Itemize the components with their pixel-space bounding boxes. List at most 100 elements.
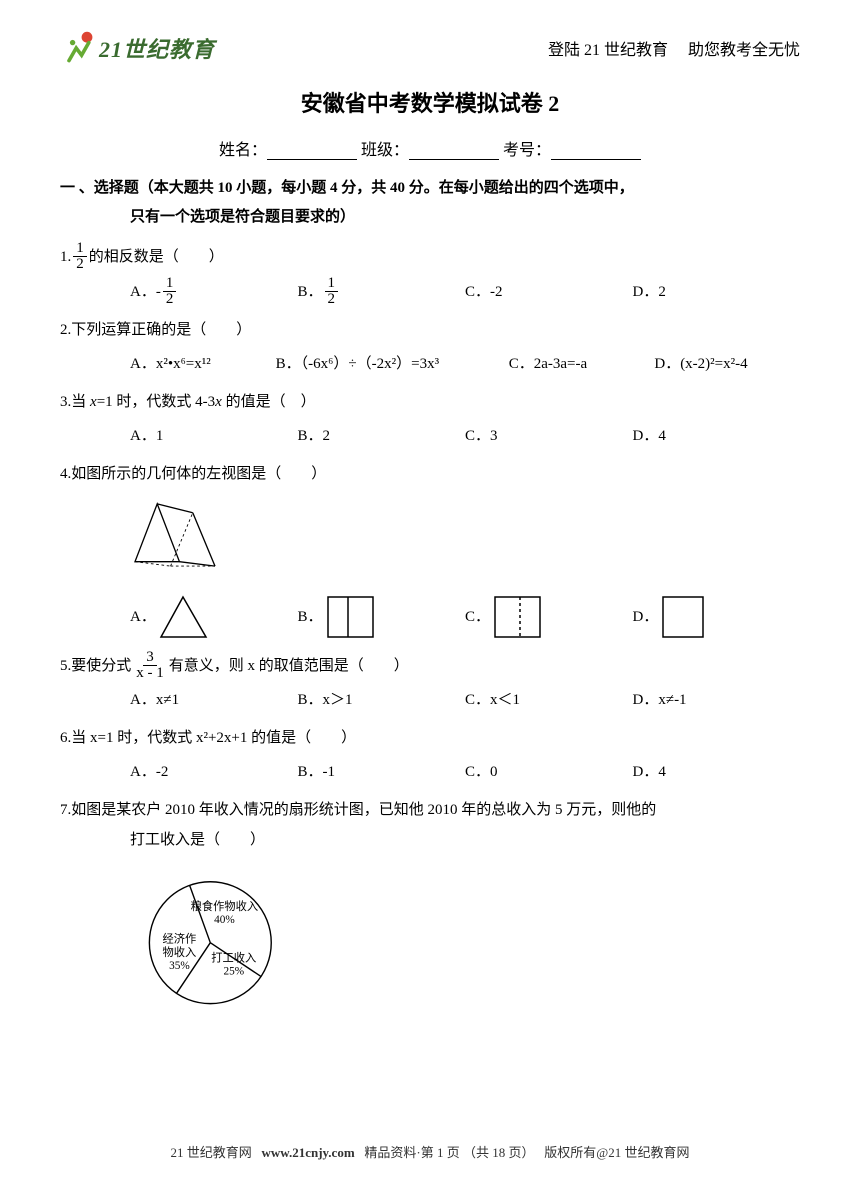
q4-opt-c[interactable]: C． [465,592,633,642]
q2-c-label: C．2a-3a=-a [509,349,587,379]
q2-b-label: B．（-6x⁶）÷（-2x²）=3x³ [276,349,439,379]
q1-opt-d[interactable]: D．2 [633,276,801,307]
q6-opt-b[interactable]: B．-1 [298,757,466,787]
prism-icon [130,495,220,575]
class-label: 班级： [361,142,409,159]
q5-pre: 5.要使分式 [60,651,131,681]
footer-mid: 精品资料·第 1 页 （共 18 页） [364,1145,534,1160]
q1-b-label: B． [298,277,323,307]
q3-d-label: D．4 [633,421,666,451]
q1-a-frac: 1 2 [163,276,177,307]
q6-opt-a[interactable]: A．-2 [130,757,298,787]
footer-left: 21 世纪教育网 [170,1145,251,1160]
q2-opt-d[interactable]: D．(x-2)²=x²-4 [654,349,800,379]
page-footer: 21 世纪教育网 www.21cnjy.com 精品资料·第 1 页 （共 18… [0,1142,860,1161]
section-1-sub: 只有一个选项是符合题目要求的） [60,203,800,232]
q3-opt-a[interactable]: A．1 [130,421,298,451]
q7-text: 7.如图是某农户 2010 年收入情况的扇形统计图，已知他 2010 年的总收入… [60,795,800,825]
footer-right: 版权所有@21 世纪教育网 [544,1145,689,1160]
q6-text: 6.当 x=1 时，代数式 x²+2x+1 的值是（ ） [60,723,800,753]
q1-opt-a[interactable]: A．- 1 2 [130,276,298,307]
q6-a-label: A．-2 [130,757,168,787]
q1-a-num: 1 [163,276,177,292]
pie-pct-1: 40% [214,914,235,926]
q1-opt-b[interactable]: B． 1 2 [298,276,466,307]
q1-options: A．- 1 2 B． 1 2 C．-2 D．2 [60,276,800,307]
q5-text: 5.要使分式 3 x - 1 有意义，则 x 的取值范围是（ ） [60,650,800,681]
q1-frac-num: 1 [73,241,87,257]
q2-opt-a[interactable]: A．x²•x⁶=x¹² [130,349,276,379]
q3-opt-b[interactable]: B．2 [298,421,466,451]
q3-b-label: B．2 [298,421,331,451]
q1-text: 1. 1 2 的相反数是（ ） [60,241,800,272]
q5-frac-den: x - 1 [133,666,167,681]
question-3: 3.当 x=1 时，代数式 4-3x 的值是（ ） A．1 B．2 C．3 D．… [60,387,800,451]
name-label: 姓名： [219,142,267,159]
q3-opt-d[interactable]: D．4 [633,421,801,451]
q6-b-label: B．-1 [298,757,336,787]
q5-opt-d[interactable]: D．x≠-1 [633,685,801,715]
q5-opt-a[interactable]: A．x≠1 [130,685,298,715]
logo: 21世纪教育 [60,30,215,66]
page-header: 21世纪教育 登陆 21 世纪教育 助您教考全无忧 [60,30,800,66]
q2-d-label: D．(x-2)²=x²-4 [654,349,747,379]
logo-icon [60,30,96,66]
q6-c-label: C．0 [465,757,498,787]
triangle-icon [156,592,211,642]
q1-d-label: D．2 [633,277,666,307]
q6-opt-c[interactable]: C．0 [465,757,633,787]
q1-b-frac: 1 2 [325,276,339,307]
q3-mid: =1 时，代数式 4-3 [97,394,215,410]
q7-sub: 打工收入是（ ） [60,825,800,855]
q2-options: A．x²•x⁶=x¹² B．（-6x⁶）÷（-2x²）=3x³ C．2a-3a=… [60,349,800,379]
q1-b-num: 1 [325,276,339,292]
q5-frac: 3 x - 1 [133,650,167,681]
q3-a-label: A．1 [130,421,163,451]
q3-options: A．1 B．2 C．3 D．4 [60,421,800,451]
q3-c-label: C．3 [465,421,498,451]
q5-opt-c[interactable]: C．x＜1 [465,685,633,715]
rect-split-solid-icon [323,592,378,642]
q6-opt-d[interactable]: D．4 [633,757,801,787]
logo-text: 21世纪教育 [99,32,215,64]
q1-frac: 1 2 [73,241,87,272]
q1-post: 的相反数是（ ） [89,242,224,272]
q4-a-label: A． [130,602,156,632]
q3-opt-c[interactable]: C．3 [465,421,633,451]
question-5: 5.要使分式 3 x - 1 有意义，则 x 的取值范围是（ ） A．x≠1 B… [60,650,800,715]
q4-opt-a[interactable]: A． [130,592,298,642]
id-label: 考号： [503,142,551,159]
q3-post: 的值是（ ） [222,394,316,410]
q4-opt-b[interactable]: B． [298,592,466,642]
q5-post: 有意义，则 x 的取值范围是（ ） [169,651,409,681]
q2-opt-c[interactable]: C．2a-3a=-a [509,349,655,379]
q4-opt-d[interactable]: D． [633,592,801,642]
q2-opt-b[interactable]: B．（-6x⁶）÷（-2x²）=3x³ [276,349,509,379]
q4-options: A． B． C． D． [60,592,800,642]
q3-pre: 3.当 [60,394,90,410]
q6-d-label: D．4 [633,757,666,787]
header-right-1: 登陆 21 世纪教育 [548,42,668,59]
q4-c-label: C． [465,602,490,632]
q1-opt-c[interactable]: C．-2 [465,276,633,307]
rect-icon [658,592,708,642]
q2-text: 2.下列运算正确的是（ ） [60,315,800,345]
pie-chart-icon: 粮食作物收入 40% 打工收入 25% 经济作 物收入 35% [130,863,300,1013]
q5-b-label: B．x＞1 [298,685,353,715]
q5-c-label: C．x＜1 [465,685,520,715]
q7-pie-figure: 粮食作物收入 40% 打工收入 25% 经济作 物收入 35% [60,863,800,1024]
q5-d-label: D．x≠-1 [633,685,687,715]
q5-frac-num: 3 [143,650,157,666]
question-7: 7.如图是某农户 2010 年收入情况的扇形统计图，已知他 2010 年的总收入… [60,795,800,1024]
q5-opt-b[interactable]: B．x＞1 [298,685,466,715]
q5-options: A．x≠1 B．x＞1 C．x＜1 D．x≠-1 [60,685,800,715]
q5-a-label: A．x≠1 [130,685,179,715]
pie-label-2: 打工收入 [211,950,256,964]
exam-title: 安徽省中考数学模拟试卷 2 [60,86,800,118]
q2-a-label: A．x²•x⁶=x¹² [130,349,211,379]
q4-d-label: D． [633,602,659,632]
q1-b-den: 2 [325,292,339,307]
footer-url: www.21cnjy.com [262,1145,355,1160]
question-1: 1. 1 2 的相反数是（ ） A．- 1 2 B． 1 2 C．-2 D．2 [60,241,800,307]
pie-pct-3: 35% [169,960,190,972]
